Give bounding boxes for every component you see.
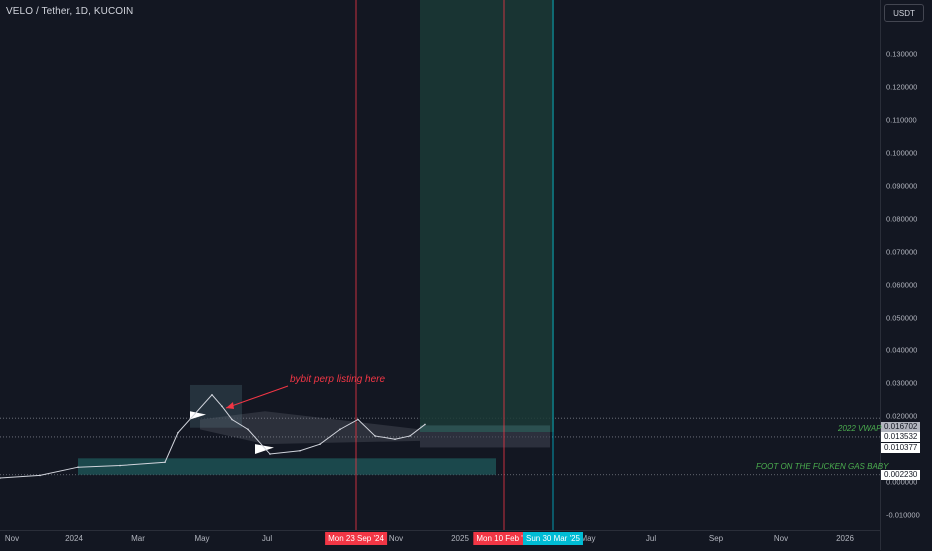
price-point bbox=[231, 418, 233, 421]
price-point bbox=[221, 405, 223, 408]
time-tick: Sep bbox=[708, 534, 724, 543]
price-tick: 0.130000 bbox=[886, 49, 918, 59]
time-tick: Nov bbox=[4, 534, 20, 543]
time-tick: 2024 bbox=[65, 534, 83, 543]
volume-profile-poc bbox=[255, 444, 274, 455]
price-tick: 0.110000 bbox=[886, 115, 917, 125]
price-tick: 0.070000 bbox=[886, 247, 918, 257]
vertical-line-date-label[interactable]: Mon 10 Feb '25 bbox=[473, 532, 535, 545]
price-point bbox=[211, 394, 213, 396]
time-tick: Jul bbox=[261, 534, 273, 543]
vwap-band bbox=[200, 411, 420, 445]
price-point bbox=[247, 428, 249, 431]
time-tick: May bbox=[194, 534, 210, 543]
currency-button[interactable]: USDT bbox=[884, 4, 924, 22]
price-point bbox=[357, 418, 359, 421]
vertical-line-date-label[interactable]: Mon 23 Sep '24 bbox=[325, 532, 387, 545]
time-tick: Nov bbox=[773, 534, 789, 543]
price-tick: 0.040000 bbox=[886, 345, 918, 355]
price-point bbox=[119, 464, 121, 467]
price-tag: 0.002230 bbox=[881, 469, 921, 480]
volume-profile-poc bbox=[190, 411, 206, 420]
chart-area[interactable] bbox=[0, 0, 880, 530]
time-axis[interactable] bbox=[0, 530, 880, 551]
price-tick: 0.100000 bbox=[886, 148, 918, 158]
entry-zone bbox=[420, 425, 550, 432]
price-tick: 0.060000 bbox=[886, 280, 918, 290]
bybit-arrow bbox=[225, 385, 289, 409]
price-point bbox=[269, 453, 271, 455]
time-tick: 2026 bbox=[836, 534, 854, 543]
time-tick: 2025 bbox=[451, 534, 469, 543]
price-tick: 0.080000 bbox=[886, 214, 918, 224]
price-point bbox=[77, 466, 79, 468]
price-point bbox=[339, 428, 341, 431]
price-point bbox=[319, 443, 321, 445]
price-chart[interactable] bbox=[0, 0, 880, 530]
price-point bbox=[394, 438, 396, 441]
long-position-profit-zone bbox=[420, 0, 554, 432]
price-tick: 0.090000 bbox=[886, 181, 918, 191]
price-tag: 0.010377 bbox=[881, 442, 921, 453]
time-tick: Mar bbox=[131, 534, 145, 543]
time-tick: May bbox=[580, 534, 596, 543]
bybit-listing-annotation[interactable]: bybit perp listing here bbox=[290, 374, 386, 385]
price-tick: 0.050000 bbox=[886, 313, 918, 322]
price-tag: 0.013532 bbox=[881, 432, 921, 443]
price-tick: 0.030000 bbox=[886, 378, 918, 388]
price-point bbox=[0, 477, 1, 479]
price-point bbox=[299, 449, 301, 452]
price-point bbox=[164, 461, 166, 464]
price-point bbox=[39, 474, 41, 477]
vertical-line-date-label[interactable]: Sun 30 Mar '25 bbox=[522, 532, 584, 545]
time-tick: Nov bbox=[388, 534, 404, 543]
time-tick: Jul bbox=[645, 534, 657, 543]
price-point bbox=[409, 435, 411, 437]
foot-gas-annotation[interactable]: FOOT ON THE FUCKEN GAS BABY bbox=[756, 462, 889, 471]
price-point bbox=[374, 435, 376, 437]
price-tick: 0.000000 bbox=[886, 477, 918, 487]
price-tick: -0.010000 bbox=[886, 510, 920, 520]
arrow-head bbox=[226, 402, 234, 409]
price-tick: 0.020000 bbox=[886, 411, 918, 421]
vwap-annotation[interactable]: 2022 VWAP bbox=[838, 424, 882, 433]
symbol-title[interactable]: VELO / Tether, 1D, KUCOIN bbox=[6, 6, 134, 17]
price-tick: 0.120000 bbox=[886, 82, 918, 92]
price-point bbox=[177, 431, 179, 434]
price-tag: 0.016702 bbox=[881, 422, 921, 433]
price-axis[interactable] bbox=[880, 0, 932, 550]
price-point bbox=[424, 423, 426, 426]
accumulation-box bbox=[78, 458, 496, 475]
